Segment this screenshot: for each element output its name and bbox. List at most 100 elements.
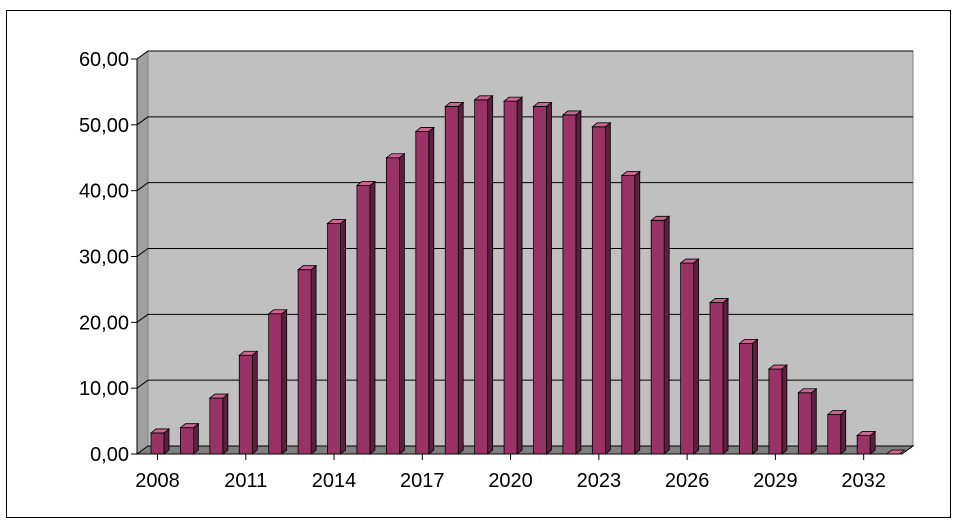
bar-side <box>810 387 817 455</box>
bar-side <box>193 422 199 455</box>
bar-side <box>487 94 494 455</box>
bar <box>708 297 730 455</box>
bar <box>414 126 435 455</box>
x-tick-label: 2008 <box>135 470 180 492</box>
gridline-side <box>136 50 149 60</box>
bar-front <box>621 175 636 455</box>
x-tick-label: 2017 <box>400 470 445 492</box>
x-tick-label: 2011 <box>224 470 267 492</box>
bar <box>561 110 583 455</box>
bar <box>179 422 200 455</box>
bar-side <box>663 215 670 455</box>
bar-side <box>251 350 258 455</box>
bar <box>767 364 789 455</box>
bar-side <box>310 264 317 455</box>
bar <box>620 170 641 455</box>
gridline-side <box>136 116 149 126</box>
bar-side <box>634 170 641 455</box>
x-axis: 2008 2011 2014 2017 2020 2023 2026 2029 2032 <box>135 453 902 492</box>
bar-front <box>797 392 812 455</box>
bar-front <box>709 302 724 455</box>
bar-front <box>238 354 253 455</box>
bar-front <box>474 99 489 455</box>
bar-front <box>356 184 371 455</box>
bar-side <box>222 393 229 455</box>
y-tick-label: 10,00 <box>79 378 129 400</box>
bar-side <box>369 180 376 455</box>
bar-top <box>826 410 847 415</box>
bar-top <box>208 393 229 399</box>
bar-top <box>650 215 671 221</box>
y-tick-label: 40,00 <box>79 181 129 203</box>
bar-front <box>415 131 430 455</box>
bar-side <box>546 101 552 455</box>
bar-front <box>385 157 400 455</box>
bar-top <box>179 423 200 429</box>
bar-side <box>604 121 611 455</box>
bar-top <box>797 388 818 394</box>
bar <box>267 308 288 455</box>
y-tick-label: 50,00 <box>79 115 129 137</box>
bar-top <box>767 364 789 370</box>
bars <box>149 94 906 455</box>
bar <box>326 218 347 455</box>
bar-front <box>209 397 224 455</box>
bar <box>532 101 553 455</box>
bar <box>679 258 700 455</box>
bar-top <box>532 102 553 107</box>
x-tick-label: 2014 <box>312 470 357 492</box>
bar <box>650 215 671 455</box>
bar-front <box>827 414 842 455</box>
gridline-side <box>136 313 149 323</box>
bar-top <box>267 309 288 315</box>
bar-top <box>591 122 612 128</box>
bar-top <box>708 298 730 303</box>
bar-top <box>561 110 583 116</box>
x-tick-label: 2026 <box>665 470 710 492</box>
bar-top <box>296 265 318 271</box>
bar-side <box>752 338 758 455</box>
bar-front <box>680 262 695 455</box>
bar-top <box>444 102 465 107</box>
bar-side <box>340 218 346 455</box>
bar <box>385 152 406 455</box>
bar-front <box>650 219 665 455</box>
bar-top <box>473 95 494 101</box>
bar <box>856 430 877 455</box>
bar-front <box>297 269 312 455</box>
bar-top <box>856 431 877 436</box>
y-axis: 0,00 10,00 20,00 30,00 40,00 50,00 60,00 <box>79 49 138 466</box>
bar-front <box>533 106 547 455</box>
bar-side <box>398 152 405 455</box>
bar-top <box>238 350 259 356</box>
bar-front <box>591 126 606 455</box>
bar-side <box>428 126 435 455</box>
bar <box>355 180 377 455</box>
bar-front <box>562 114 577 455</box>
bar-top <box>385 153 406 159</box>
bar-front <box>180 427 194 455</box>
bar-side <box>840 409 847 455</box>
bar-side <box>781 364 788 455</box>
bar-top <box>149 428 171 434</box>
bar <box>502 96 524 455</box>
x-tick-label: 2032 <box>841 470 886 492</box>
bar-top <box>502 96 524 102</box>
bar-top <box>620 171 641 176</box>
y-tick-label: 20,00 <box>79 312 129 334</box>
gridline-side <box>136 379 149 389</box>
bar <box>797 387 818 455</box>
bar-front <box>503 100 518 455</box>
bar-side <box>575 110 582 455</box>
y-tick-label: 60,00 <box>79 49 129 71</box>
bar-top <box>355 180 377 186</box>
bar <box>208 393 229 455</box>
bar <box>826 409 847 455</box>
bar-side <box>457 101 464 455</box>
x-tick-label: 2029 <box>753 470 798 492</box>
bar <box>149 428 171 455</box>
bar-front <box>327 223 341 455</box>
bar-front <box>268 313 283 455</box>
bar <box>591 121 612 455</box>
bar-side <box>722 297 729 455</box>
